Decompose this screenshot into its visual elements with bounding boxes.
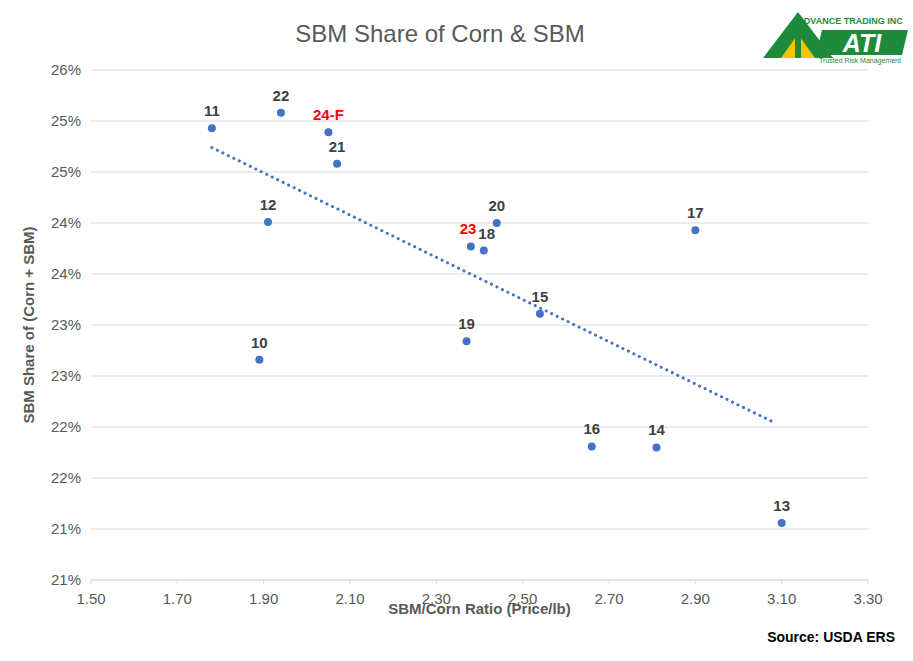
y-tick-label: 22%	[51, 469, 81, 486]
grid-line	[91, 580, 868, 581]
y-tick-label: 21%	[51, 520, 81, 537]
point-label: 16	[583, 420, 600, 437]
x-tick	[781, 580, 782, 584]
x-tick	[91, 580, 92, 584]
point	[255, 356, 263, 364]
plot-area	[208, 109, 786, 527]
point	[652, 443, 660, 451]
point	[277, 109, 285, 117]
logo-tagline: Trusted Risk Management	[819, 57, 901, 65]
x-tick	[609, 580, 610, 584]
logo-shape	[781, 34, 815, 58]
point	[463, 337, 471, 345]
grid-line	[91, 427, 868, 428]
point	[480, 247, 488, 255]
source: Source: USDA ERS	[767, 629, 895, 645]
grid-line	[91, 478, 868, 479]
grid-line	[91, 172, 868, 173]
title: SBM Share of Corn & SBM	[295, 20, 584, 47]
x-tick-label: 2.70	[594, 590, 623, 607]
x-tick	[522, 580, 523, 584]
x-tick-label: 1.70	[163, 590, 192, 607]
x-tick	[695, 580, 696, 584]
logo-name: ADVANCE TRADING INC	[797, 16, 903, 26]
point	[691, 226, 699, 234]
grid-line	[91, 274, 868, 275]
point-label: 17	[687, 204, 704, 221]
x-tick-label: 1.90	[249, 590, 278, 607]
x-tick-label: 3.30	[853, 590, 882, 607]
x-tick	[263, 580, 264, 584]
x-tick-label: 1.50	[76, 590, 105, 607]
y-tick-label: 23%	[51, 367, 81, 384]
grid-line	[91, 376, 868, 377]
point	[778, 519, 786, 527]
y-tick-label: 21%	[51, 571, 81, 588]
logo-mark: ATI	[842, 29, 882, 57]
point-label: 20	[488, 197, 505, 214]
y-tick-label: 22%	[51, 418, 81, 435]
x-tick	[177, 580, 178, 584]
point-label: 11	[204, 102, 220, 119]
point	[536, 310, 544, 318]
point-label: 15	[532, 288, 549, 305]
logo: ADVANCE TRADING INC ATITrusted Risk Manag…	[763, 12, 908, 65]
point	[333, 160, 341, 168]
x-tick	[868, 580, 869, 584]
point-label: 18	[478, 225, 495, 242]
point-label: 14	[648, 421, 665, 438]
point-label: 12	[260, 196, 277, 213]
x-axis-label: SBM/Corn Ratio (Price/lb)	[388, 600, 571, 617]
grid-line	[91, 70, 868, 71]
x-tick-label: 2.90	[681, 590, 710, 607]
point	[588, 442, 596, 450]
grid-line	[91, 223, 868, 224]
point	[467, 242, 475, 250]
point-label: 24-F	[313, 106, 344, 123]
point-label: 13	[773, 497, 790, 514]
x-tick-label: 3.10	[767, 590, 796, 607]
point	[208, 124, 216, 132]
point-label: 23	[460, 220, 477, 237]
point	[264, 218, 272, 226]
y-tick-label: 23%	[51, 316, 81, 333]
y-tick-label: 26%	[51, 61, 81, 78]
point	[324, 128, 332, 136]
y-tick-label: 24%	[51, 214, 81, 231]
point-label: 10	[251, 334, 268, 351]
y-axis-label: SBM Share of (Corn + SBM)	[20, 226, 37, 423]
point-label: 21	[329, 138, 346, 155]
background	[0, 0, 913, 661]
x-tick	[436, 580, 437, 584]
grid-line	[91, 121, 868, 122]
grid-line	[91, 529, 868, 530]
point-label: 22	[273, 87, 290, 104]
y-tick-label: 24%	[51, 265, 81, 282]
x-tick-label: 2.10	[335, 590, 364, 607]
y-tick-label: 25%	[51, 163, 81, 180]
point-label: 19	[458, 315, 475, 332]
trend-line	[212, 148, 773, 422]
logo-shape	[795, 34, 801, 58]
x-tick	[350, 580, 351, 584]
chart: SBM Share of Corn & SBM 21% 21% 22% 22% 23% 23…	[0, 0, 913, 661]
grid-line	[91, 325, 868, 326]
y-tick-label: 25%	[51, 112, 81, 129]
x-axis-line	[91, 580, 868, 581]
point-labels: 11 22 24-F 21 12 10 20 2318 19 15 17 16 14 13	[204, 87, 790, 514]
